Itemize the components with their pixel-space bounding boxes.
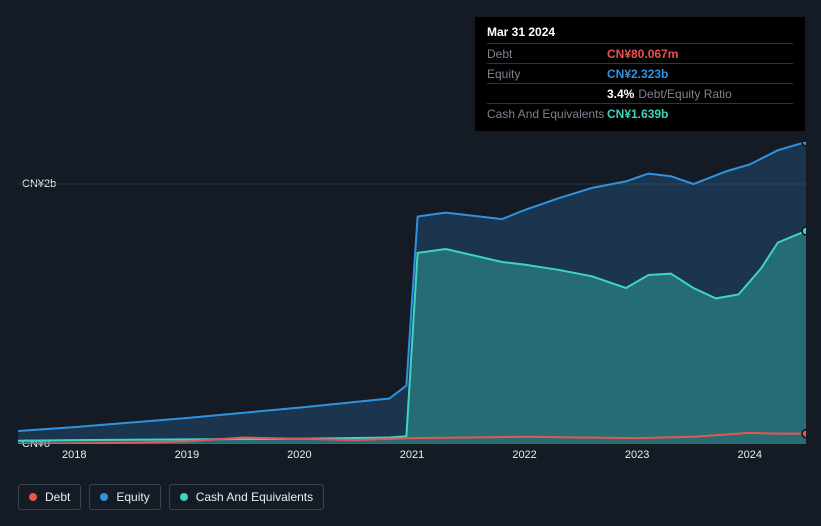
legend-label: Equity — [116, 490, 149, 504]
tooltip-row: 3.4%Debt/Equity Ratio — [487, 83, 793, 103]
x-axis-label: 2024 — [737, 449, 761, 461]
legend-label: Cash And Equivalents — [196, 490, 313, 504]
chart-legend: Debt Equity Cash And Equivalents — [18, 484, 324, 510]
tooltip-row-value: CN¥80.067m — [607, 47, 678, 61]
tooltip-row-suffix: Debt/Equity Ratio — [638, 87, 731, 101]
tooltip-row-label: Equity — [487, 67, 607, 81]
tooltip-row-label: Cash And Equivalents — [487, 107, 607, 121]
x-axis-label: 2018 — [62, 449, 86, 461]
chart-tooltip: Mar 31 2024 DebtCN¥80.067mEquityCN¥2.323… — [475, 17, 805, 131]
legend-label: Debt — [45, 490, 70, 504]
tooltip-row: Cash And EquivalentsCN¥1.639b — [487, 103, 793, 123]
legend-dot-icon — [100, 493, 108, 501]
tooltip-row: EquityCN¥2.323b — [487, 63, 793, 83]
tooltip-row-value: CN¥1.639b — [607, 107, 668, 121]
legend-dot-icon — [180, 493, 188, 501]
tooltip-row-label — [487, 87, 607, 101]
series-end-dot-cash — [802, 227, 806, 235]
legend-item-debt[interactable]: Debt — [18, 484, 81, 510]
legend-dot-icon — [29, 493, 37, 501]
legend-item-cash[interactable]: Cash And Equivalents — [169, 484, 324, 510]
tooltip-date: Mar 31 2024 — [487, 25, 793, 43]
x-axis-label: 2019 — [175, 449, 199, 461]
x-axis-label: 2021 — [400, 449, 424, 461]
tooltip-row: DebtCN¥80.067m — [487, 43, 793, 63]
legend-item-equity[interactable]: Equity — [89, 484, 160, 510]
x-axis-label: 2020 — [287, 449, 311, 461]
chart-plot[interactable] — [18, 142, 806, 444]
tooltip-row-value: CN¥2.323b — [607, 67, 668, 81]
chart-container: Mar 31 2024 DebtCN¥80.067mEquityCN¥2.323… — [0, 0, 821, 526]
tooltip-row-value: 3.4%Debt/Equity Ratio — [607, 87, 732, 101]
x-axis-label: 2022 — [512, 449, 536, 461]
tooltip-row-label: Debt — [487, 47, 607, 61]
series-end-dot-debt — [802, 430, 806, 438]
x-axis-label: 2023 — [625, 449, 649, 461]
